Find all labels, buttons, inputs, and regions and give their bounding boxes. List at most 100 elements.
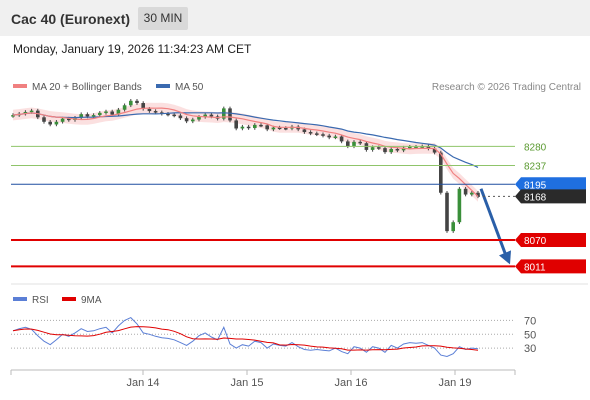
rsi-tick-30: 30 — [524, 343, 536, 355]
candle-body — [308, 132, 313, 134]
candle-body — [457, 188, 462, 223]
level-label-8237: 8237 — [524, 162, 547, 173]
candle-body — [122, 105, 127, 110]
rsi-ma-legend-swatch — [62, 297, 76, 301]
candle-body — [178, 115, 183, 119]
level-badge-8011 — [515, 259, 586, 274]
candle-body — [129, 100, 133, 106]
candle-body — [352, 141, 356, 147]
rsi-ma-line — [12, 326, 479, 351]
candle-body — [315, 133, 319, 135]
candle-body — [476, 192, 480, 197]
candle-body — [116, 109, 121, 115]
rsi-layer: 70 50 30 — [11, 315, 536, 358]
time-axis: Jan 14 Jan 15 Jan 16 Jan 19 — [10, 370, 516, 389]
candle-body — [271, 127, 276, 130]
candle-body — [284, 128, 288, 130]
candle-body — [346, 141, 350, 147]
candle-body — [67, 118, 71, 121]
time-tick-label: Jan 19 — [438, 377, 471, 389]
candle-body — [135, 100, 139, 104]
candle-body — [426, 146, 431, 149]
forecast-arrow-head — [499, 250, 511, 265]
forecast-arrow-shaft — [479, 188, 509, 259]
candle-body — [253, 124, 257, 129]
candle-body — [470, 192, 474, 195]
instrument-title: Cac 40 (Euronext) — [11, 11, 131, 27]
candle-body — [277, 127, 282, 130]
candle-body — [408, 146, 412, 149]
candle-body — [234, 120, 238, 129]
candle-body — [29, 110, 34, 113]
candle-body — [91, 115, 96, 117]
candle-body — [463, 188, 468, 195]
candle-body — [54, 121, 59, 125]
candle-body — [166, 113, 170, 116]
rsi-tick-70: 70 — [524, 315, 536, 327]
candle-body — [104, 111, 108, 114]
candle-body — [110, 111, 114, 115]
candle-body — [339, 136, 344, 142]
candle-body — [172, 114, 176, 117]
timestamp-label: Monday, January 19, 2026 11:34:23 AM CET — [13, 42, 252, 56]
candle-body — [184, 118, 189, 122]
candle-body — [240, 126, 245, 129]
time-tick-label: Jan 14 — [126, 377, 159, 389]
candle-body — [11, 115, 15, 117]
candle-body — [358, 141, 362, 144]
level-label-8070: 8070 — [524, 236, 547, 247]
candle-body — [141, 103, 145, 109]
candle-body — [79, 114, 83, 118]
candle-body — [321, 134, 325, 136]
rsi-tick-50: 50 — [524, 329, 536, 341]
candle-body — [153, 111, 158, 113]
candle-body — [395, 149, 400, 151]
candle-body — [377, 147, 381, 149]
header-bar: Cac 40 (Euronext) 30 MIN — [0, 0, 590, 36]
candle-body — [23, 111, 28, 114]
candle-body — [191, 119, 195, 122]
ma50-legend-label: MA 50 — [175, 82, 204, 93]
credit-label: Research © 2026 Trading Central — [432, 82, 581, 93]
candle-body — [42, 117, 46, 122]
candle-body — [259, 124, 263, 127]
level-label-8195: 8195 — [524, 180, 547, 191]
candle-body — [370, 147, 375, 150]
timeframe-badge[interactable]: 30 MIN — [138, 7, 188, 30]
candle-body — [445, 192, 449, 232]
time-tick-label: Jan 16 — [334, 377, 367, 389]
candle-body — [389, 149, 393, 153]
ma50-line — [12, 112, 479, 168]
candle-body — [265, 125, 269, 130]
candle-body — [246, 126, 251, 129]
candle-body — [439, 152, 443, 193]
candle-body — [209, 114, 214, 117]
ma20-legend-label: MA 20 + Bollinger Bands — [32, 82, 142, 93]
level-badge-8168 — [515, 189, 586, 204]
rsi-legend-swatch — [13, 297, 27, 301]
level-badge-8070 — [515, 233, 586, 248]
candle-body — [222, 108, 226, 119]
candle-body — [420, 146, 424, 148]
candle-body — [401, 147, 406, 151]
candle-body — [203, 114, 207, 117]
rsi-ma-legend-label: 9MA — [81, 295, 102, 306]
candle-body — [85, 114, 90, 117]
time-tick-label: Jan 15 — [230, 377, 263, 389]
candle-body — [414, 146, 418, 149]
candle-body — [98, 112, 102, 116]
candle-body — [333, 136, 338, 139]
candle-body — [432, 148, 437, 153]
level-label-8011: 8011 — [524, 262, 546, 273]
bollinger-band — [13, 102, 478, 202]
rsi-line — [12, 317, 479, 358]
candle-body — [228, 108, 232, 121]
price-layer — [11, 99, 511, 265]
ma20-line — [12, 107, 479, 197]
candle-body — [147, 108, 152, 112]
level-badge-8195 — [515, 177, 586, 192]
candle-body — [48, 121, 52, 125]
